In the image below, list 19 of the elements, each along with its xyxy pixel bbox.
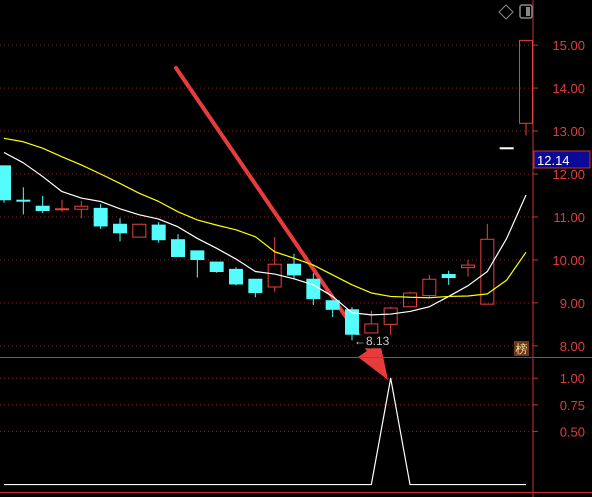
y-tick-label: 15.00 — [552, 38, 585, 54]
y-tick-label: 9.00 — [560, 296, 585, 311]
y-tick-label: 1.00 — [560, 371, 585, 386]
y-tick-label: 12.00 — [552, 166, 585, 182]
y-tick-label: 0.50 — [560, 424, 585, 440]
candlestick — [16, 186, 30, 215]
candlestick — [442, 270, 456, 286]
y-tick-label: 10.00 — [552, 252, 585, 268]
text: 12.14 — [537, 153, 570, 168]
annotation: ←8.13 — [354, 334, 390, 348]
line-series — [3, 138, 527, 298]
candlestick — [113, 218, 127, 242]
y-tick-label: 14.00 — [552, 81, 585, 96]
y-tick-label: 13.00 — [552, 124, 585, 140]
y-tick-label: 0.75 — [560, 398, 585, 413]
candlestick — [306, 272, 320, 306]
y-tick-label: 8.00 — [560, 338, 585, 354]
annotation: 榜 — [516, 342, 528, 356]
y-tick-label: 11.00 — [553, 210, 585, 225]
